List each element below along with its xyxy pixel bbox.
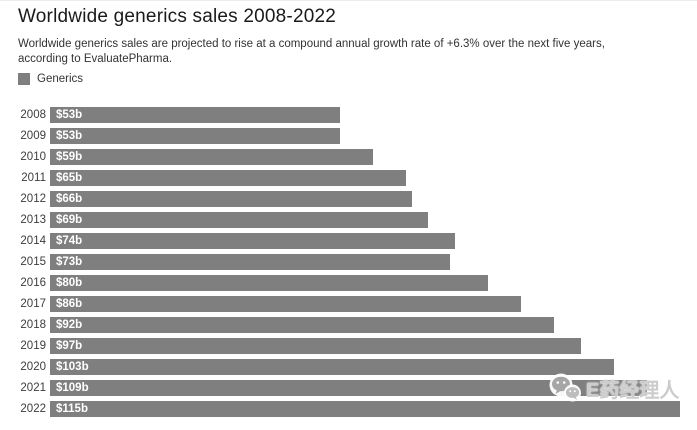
bar-value-label: $65b — [56, 172, 83, 184]
year-label: 2017 — [20, 298, 46, 310]
year-label: 2016 — [20, 277, 46, 289]
bar-value-label: $73b — [56, 256, 83, 268]
bar-value-label: $53b — [56, 130, 83, 142]
year-label: 2010 — [20, 151, 46, 163]
bar-value-label: $53b — [56, 109, 83, 121]
bar-value-label: $86b — [56, 298, 83, 310]
year-label: 2008 — [20, 109, 46, 121]
year-label: 2021 — [20, 382, 46, 394]
legend-swatch — [18, 73, 30, 85]
bar-value-label: $92b — [56, 319, 83, 331]
chart-row: 2014 $74b — [18, 233, 680, 249]
bar: $80b — [50, 275, 489, 291]
bar: $65b — [50, 170, 407, 186]
year-label: 2019 — [20, 340, 46, 352]
bar-value-label: $66b — [56, 193, 83, 205]
bar-value-label: $115b — [56, 403, 88, 415]
bar: $86b — [50, 296, 522, 312]
bar: $109b — [50, 380, 648, 396]
year-label: 2014 — [20, 235, 46, 247]
chart-row: 2015 $73b — [18, 254, 680, 270]
bar-value-label: $74b — [56, 235, 83, 247]
bar-value-label: $97b — [56, 340, 83, 352]
bar: $53b — [50, 128, 341, 144]
chart-row: 2022 $115b — [18, 401, 680, 417]
chart-subtitle: Worldwide generics sales are projected t… — [18, 38, 605, 65]
year-label: 2015 — [20, 256, 46, 268]
chart-row: 2008 $53b — [18, 107, 680, 123]
bar: $103b — [50, 359, 615, 375]
chart-row: 2018 $92b — [18, 317, 680, 333]
chart-row: 2010 $59b — [18, 149, 680, 165]
bar-value-label: $109b — [56, 382, 89, 394]
bar: $74b — [50, 233, 456, 249]
bar-chart: 2008 $53b 2009 $53b 2010 $59b 2011 $65b 2012 $66b… — [18, 107, 680, 422]
bar: $69b — [50, 212, 428, 228]
bar: $53b — [50, 107, 341, 123]
year-label: 2020 — [20, 361, 46, 373]
chart-row: 2013 $69b — [18, 212, 680, 228]
chart-row: 2012 $66b — [18, 191, 680, 207]
chart-row: 2020 $103b — [18, 359, 680, 375]
bar-value-label: $69b — [56, 214, 83, 226]
bar-value-label: $80b — [56, 277, 83, 289]
year-label: 2013 — [20, 214, 46, 226]
bar-value-label: $103b — [56, 361, 89, 373]
year-label: 2011 — [21, 172, 46, 184]
bar-value-label: $59b — [56, 151, 83, 163]
bar: $115b — [50, 401, 680, 417]
legend: Generics — [18, 73, 83, 85]
chart-row: 2009 $53b — [18, 128, 680, 144]
legend-label: Generics — [37, 73, 84, 85]
bar: $66b — [50, 191, 412, 207]
bar: $73b — [50, 254, 450, 270]
chart-row: 2019 $97b — [18, 338, 680, 354]
bar: $97b — [50, 338, 582, 354]
year-label: 2018 — [20, 319, 46, 331]
chart-row: 2017 $86b — [18, 296, 680, 312]
chart-row: 2021 $109b — [18, 380, 680, 396]
year-label: 2022 — [20, 403, 46, 415]
year-label: 2009 — [20, 130, 46, 142]
chart-row: 2011 $65b — [18, 170, 680, 186]
page-title: Worldwide generics sales 2008-2022 — [18, 6, 337, 27]
year-label: 2012 — [20, 193, 46, 205]
chart-row: 2016 $80b — [18, 275, 680, 291]
bar: $92b — [50, 317, 554, 333]
bar: $59b — [50, 149, 374, 165]
